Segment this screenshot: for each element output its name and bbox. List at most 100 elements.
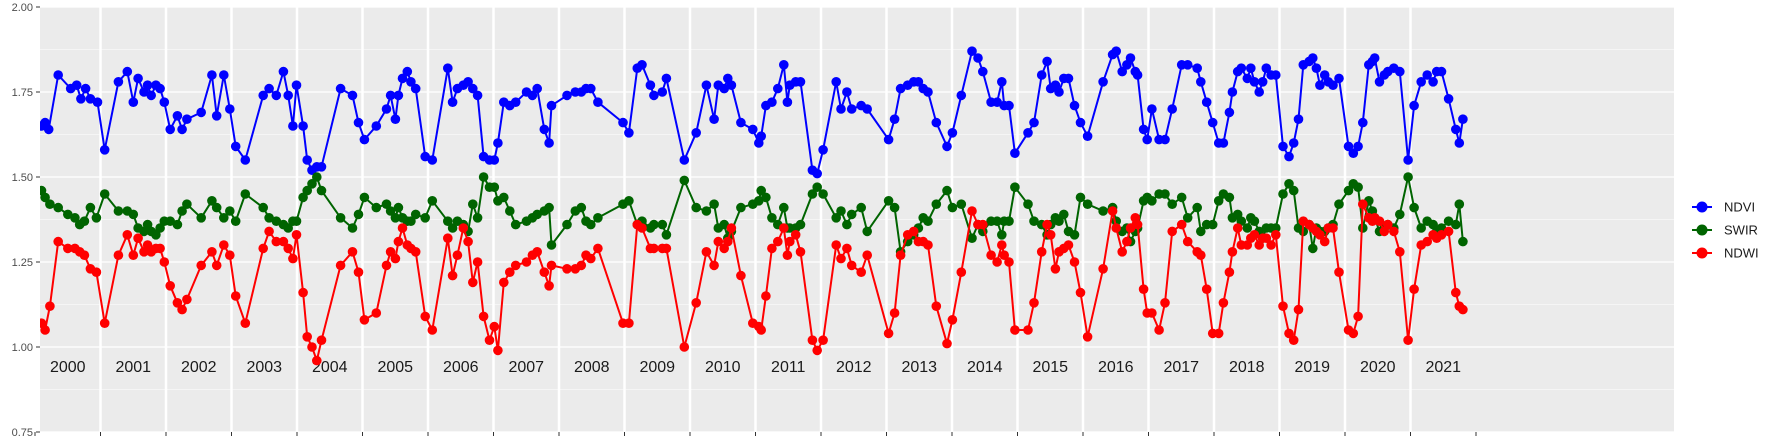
data-point-ndwi (862, 250, 872, 260)
data-point-ndwi (1348, 328, 1359, 339)
data-point-ndvi (637, 60, 647, 70)
data-point-ndvi (211, 111, 222, 121)
data-point-ndwi (489, 321, 500, 332)
data-point-ndwi (443, 233, 453, 243)
data-point-ndvi (390, 114, 401, 124)
data-point-ndwi (1167, 226, 1177, 237)
year-label-2013: 2013 (901, 359, 937, 376)
data-point-ndwi (113, 250, 124, 260)
legend: NDVI SWIR NDWI (1692, 200, 1759, 261)
data-point-swir (1176, 192, 1187, 203)
data-point-ndwi (307, 342, 317, 352)
data-point-ndvi (1196, 77, 1206, 87)
data-point-swir (836, 206, 846, 216)
data-point-swir (1343, 185, 1354, 196)
data-point-ndwi (468, 277, 478, 288)
data-point-swir (779, 202, 789, 213)
data-point-ndwi (271, 236, 282, 247)
data-point-swir (831, 213, 841, 223)
data-point-ndwi (1451, 287, 1461, 298)
data-point-swir (756, 185, 766, 196)
data-point-swir (1395, 209, 1405, 220)
legend-entry-ndwi: NDWI (1692, 246, 1759, 261)
data-point-ndvi (842, 87, 852, 97)
data-point-ndvi (1334, 73, 1344, 84)
data-point-ndvi (889, 114, 900, 124)
data-point-ndvi (196, 107, 206, 118)
data-point-ndwi (997, 240, 1007, 250)
data-point-ndwi (795, 247, 806, 257)
data-point-swir (679, 175, 690, 186)
data-point-ndwi (544, 281, 554, 291)
y-axis: 0.75 1.00 1.25 1.50 1.75 2.00 (12, 2, 40, 439)
data-point-swir (316, 185, 327, 196)
data-point-ndvi (1010, 148, 1020, 158)
data-point-swir (1443, 216, 1454, 226)
legend-label-ndvi: NDVI (1724, 200, 1755, 215)
data-point-ndvi (645, 80, 656, 90)
data-point-ndwi (347, 247, 358, 257)
data-point-swir (1167, 199, 1177, 209)
data-point-ndwi (53, 236, 63, 247)
y-tick-label: 1.00 (12, 342, 33, 354)
data-point-ndwi (91, 267, 102, 278)
data-point-ndwi (807, 335, 818, 346)
year-label-2014: 2014 (967, 359, 1003, 376)
data-point-swir (91, 213, 102, 223)
data-point-swir (1454, 199, 1465, 209)
data-point-ndwi (1132, 219, 1143, 230)
data-point-ndvi (1142, 134, 1152, 145)
data-point-ndvi (831, 77, 841, 87)
legend-entry-ndvi: NDVI (1692, 200, 1755, 215)
data-point-swir (1059, 209, 1069, 220)
data-point-swir (258, 202, 269, 213)
data-point-ndvi (1075, 117, 1086, 128)
data-point-ndwi (709, 260, 719, 271)
data-point-ndwi (978, 219, 988, 230)
data-point-swir (761, 192, 771, 203)
data-point-ndvi (1284, 151, 1294, 162)
data-point-ndvi (719, 83, 729, 94)
data-point-ndwi (895, 250, 906, 260)
data-point-ndwi (782, 250, 793, 260)
data-point-swir (211, 202, 222, 213)
data-point-swir (165, 216, 175, 226)
data-point-ndvi (679, 155, 690, 165)
data-point-swir (947, 202, 958, 213)
data-point-ndvi (1271, 70, 1281, 80)
data-point-ndwi (493, 345, 503, 356)
data-point-ndvi (489, 155, 500, 165)
legend-entry-swir: SWIR (1692, 223, 1758, 238)
data-point-ndwi (359, 315, 370, 325)
data-point-ndvi (1369, 53, 1380, 63)
data-point-ndvi (1069, 100, 1080, 111)
data-point-ndvi (1023, 128, 1033, 138)
data-point-swir (1436, 223, 1447, 233)
year-label-2018: 2018 (1229, 359, 1265, 376)
data-point-swir (661, 230, 672, 240)
data-point-ndwi (836, 253, 846, 264)
data-point-ndwi (128, 250, 139, 260)
data-point-ndvi (278, 66, 289, 77)
data-point-ndwi (452, 250, 463, 260)
data-point-ndwi (45, 301, 55, 312)
data-point-ndwi (427, 325, 438, 335)
data-point-swir (967, 233, 977, 243)
data-point-ndvi (1436, 66, 1447, 77)
data-point-ndwi (478, 311, 489, 322)
data-point-ndwi (393, 236, 404, 247)
data-point-ndvi (913, 77, 924, 87)
year-label-2010: 2010 (705, 359, 741, 376)
data-point-ndvi (493, 138, 503, 148)
data-point-ndwi (505, 267, 515, 278)
data-point-ndwi (1023, 325, 1033, 335)
y-tick-label: 0.75 (12, 427, 33, 439)
data-point-ndwi (264, 226, 274, 237)
data-point-swir (736, 202, 746, 213)
data-point-ndwi (923, 240, 933, 250)
data-point-ndvi (726, 80, 737, 90)
data-point-ndvi (316, 162, 327, 172)
data-point-ndvi (992, 97, 1002, 107)
data-point-swir (931, 199, 942, 209)
data-point-ndvi (71, 80, 82, 90)
